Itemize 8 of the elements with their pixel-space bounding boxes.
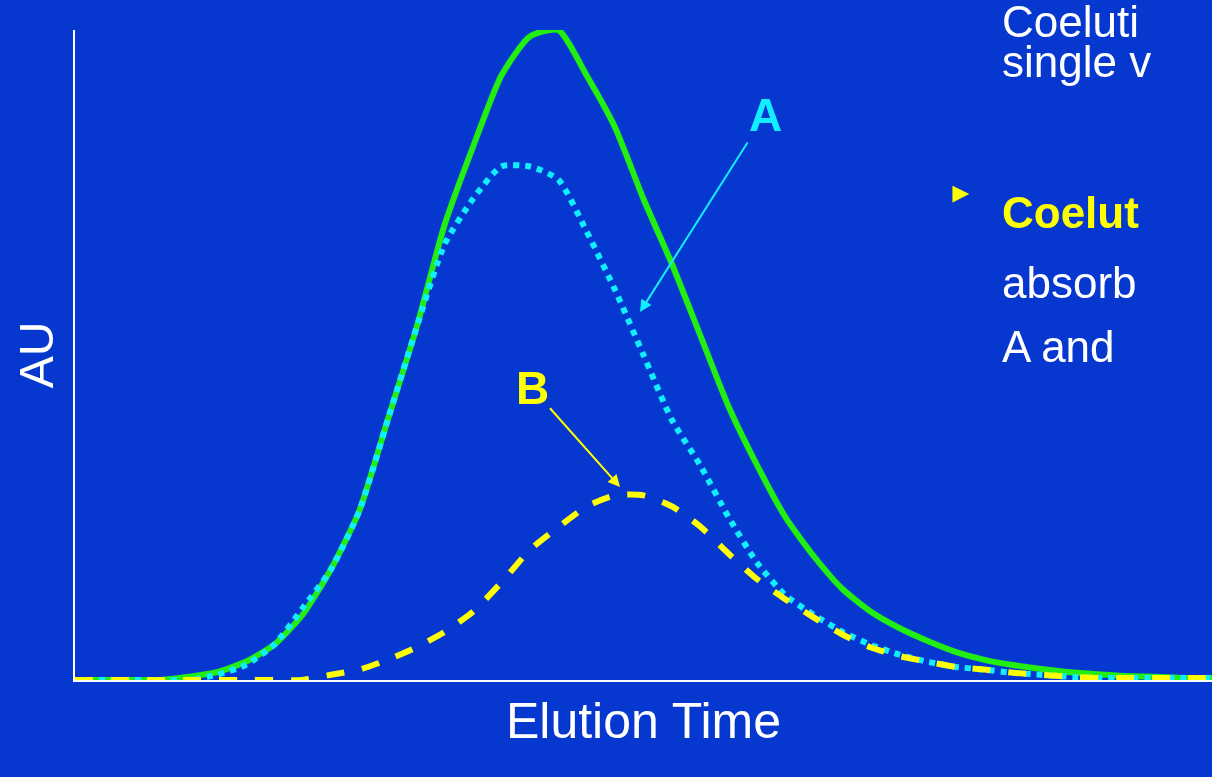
x-axis-title: Elution Time xyxy=(505,693,782,750)
annotation: ► xyxy=(947,177,975,208)
annotation: B xyxy=(516,362,550,414)
annotation: A and xyxy=(1002,322,1115,371)
annotation: Coelut xyxy=(1002,188,1140,237)
annotation: absorb xyxy=(1002,258,1137,307)
y-axis-title: AU xyxy=(10,321,64,389)
annotation: A xyxy=(749,89,783,141)
